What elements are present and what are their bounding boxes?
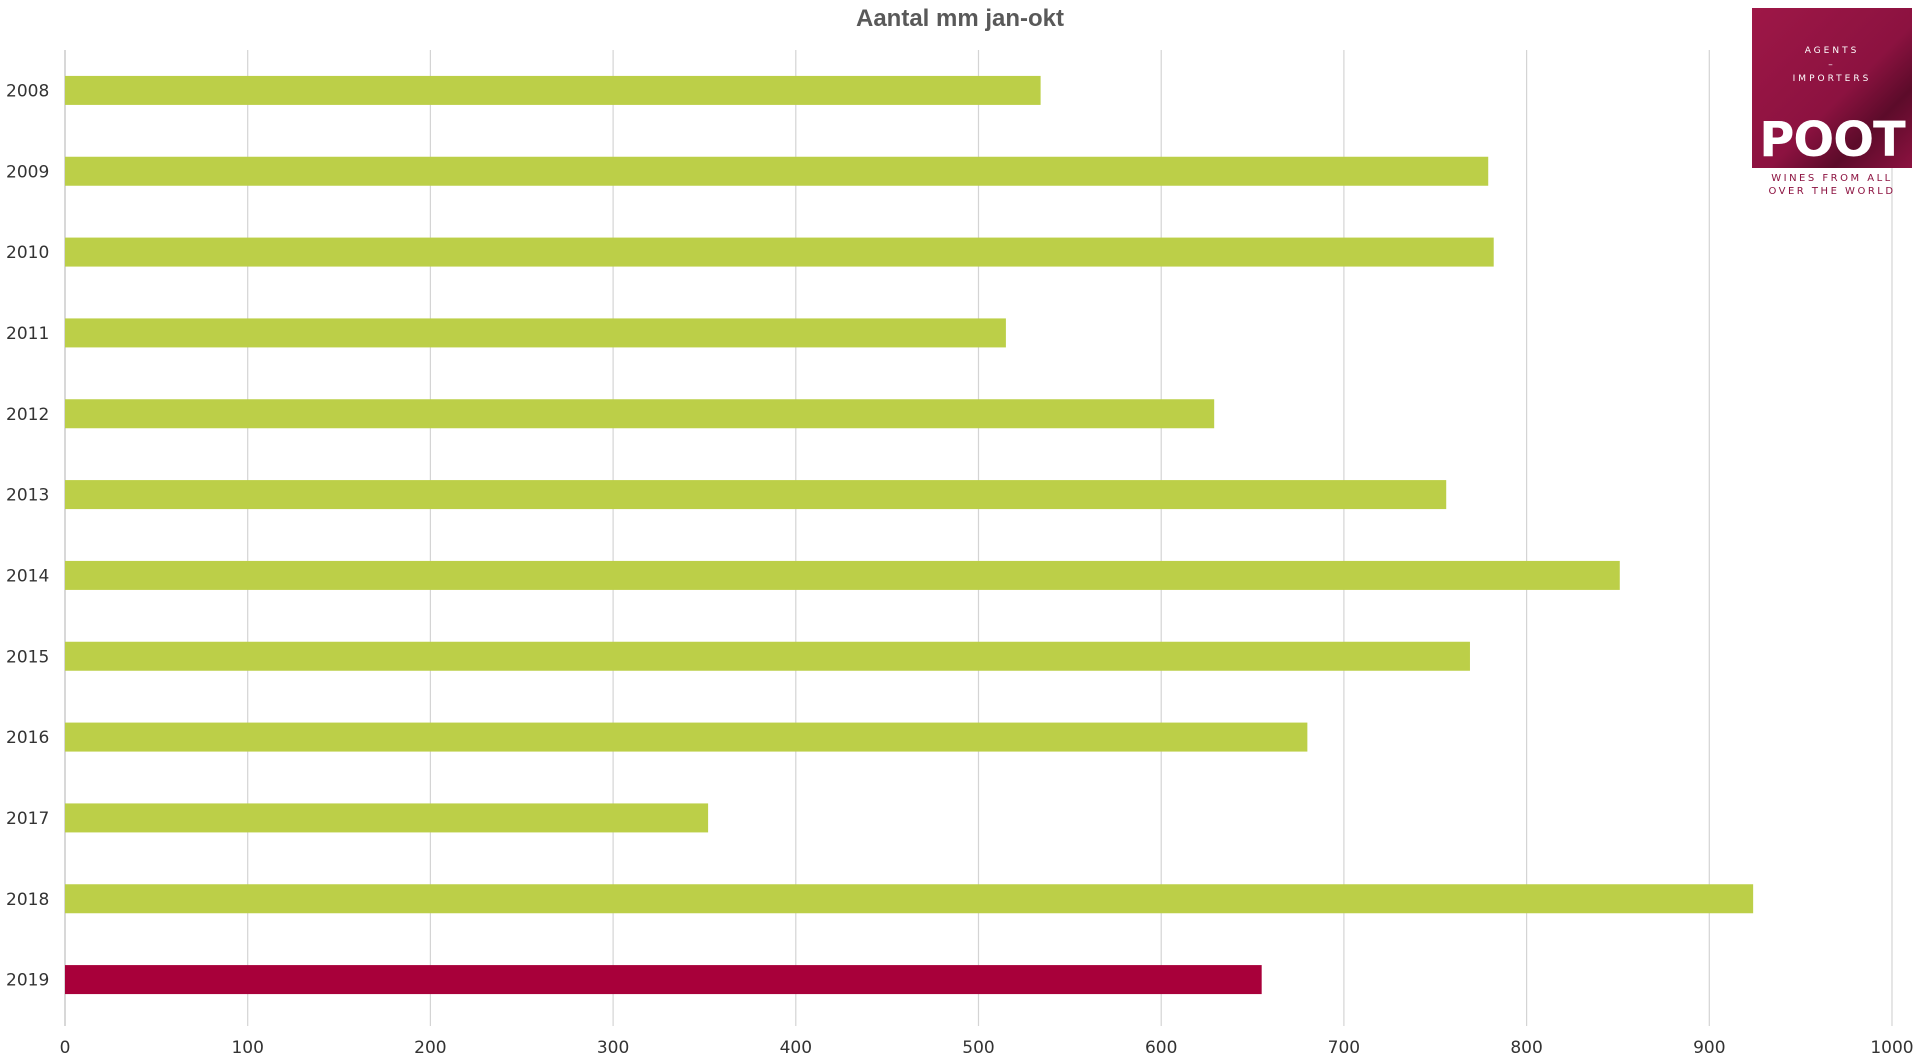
x-tick-label: 700 — [1328, 1038, 1360, 1058]
bar-2018 — [65, 884, 1754, 914]
y-category-label: 2013 — [6, 486, 49, 506]
bar-2011 — [65, 318, 1006, 348]
y-category-label: 2018 — [6, 890, 49, 910]
y-category-label: 2008 — [6, 81, 49, 101]
x-tick-label: 500 — [962, 1038, 994, 1058]
x-tick-label: 0 — [60, 1038, 71, 1058]
x-tick-label: 900 — [1693, 1038, 1725, 1058]
y-category-label: 2010 — [6, 243, 49, 263]
bar-2009 — [65, 156, 1489, 186]
x-tick-label: 400 — [780, 1038, 812, 1058]
category-labels: 2008 2009 2010 2011 2012 2013 2014 2015 2016 2017… — [6, 81, 49, 990]
bar-2014 — [65, 560, 1620, 590]
y-category-label: 2017 — [6, 809, 49, 829]
bar-2017 — [65, 803, 709, 833]
y-category-label: 2014 — [6, 566, 49, 586]
y-category-label: 2016 — [6, 728, 49, 748]
y-category-label: 2015 — [6, 647, 49, 667]
y-category-label: 2019 — [6, 971, 49, 991]
logo-dash-text: – — [1828, 60, 1836, 70]
logo-wordmark: POOT — [1759, 112, 1906, 168]
bar-2008 — [65, 75, 1041, 105]
bars — [65, 75, 1754, 995]
x-tick-label: 300 — [597, 1038, 629, 1058]
x-tick-label: 800 — [1510, 1038, 1542, 1058]
logo-badge: AGENTS – IMPORTERS POOT — [1752, 8, 1912, 168]
bar-2016 — [65, 722, 1308, 752]
poot-logo: AGENTS – IMPORTERS POOT WINES FROM ALL O… — [1752, 8, 1912, 200]
gridlines — [64, 50, 1893, 1026]
x-tick-label: 200 — [414, 1038, 446, 1058]
bar-2019 — [65, 965, 1262, 995]
x-tick-label: 600 — [1145, 1038, 1177, 1058]
y-category-label: 2012 — [6, 405, 49, 425]
bar-2012 — [65, 399, 1215, 429]
bar-2015 — [65, 641, 1470, 671]
x-tick-label: 1000 — [1870, 1038, 1913, 1058]
chart-title: Aantal mm jan-okt — [856, 5, 1064, 32]
logo-tagline-1: WINES FROM ALL — [1771, 173, 1893, 184]
y-category-label: 2009 — [6, 162, 49, 182]
x-tick-label: 100 — [231, 1038, 263, 1058]
bar-2013 — [65, 480, 1447, 510]
y-category-label: 2011 — [6, 324, 49, 344]
logo-tagline-2: OVER THE WORLD — [1768, 186, 1896, 197]
bar-2010 — [65, 237, 1494, 267]
x-axis-ticks: 0 100 200 300 400 500 600 700 800 900 1000 — [60, 1038, 1914, 1058]
logo-importers-text: IMPORTERS — [1792, 74, 1872, 84]
logo-agents-text: AGENTS — [1804, 46, 1860, 56]
